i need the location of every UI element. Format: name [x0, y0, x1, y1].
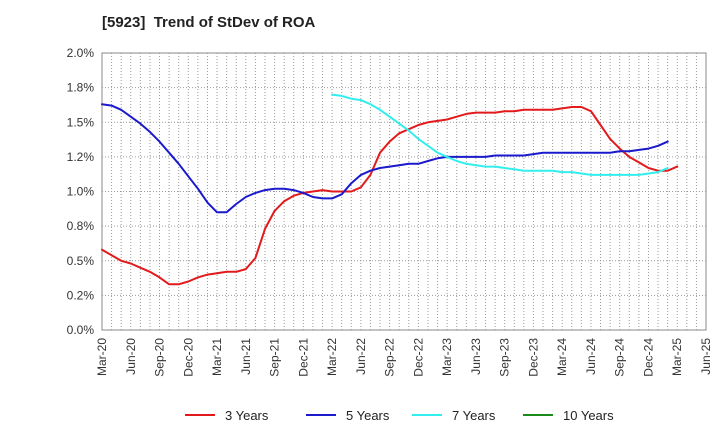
x-tick-label: Jun-20	[124, 338, 138, 375]
legend-item: 3 Years	[185, 404, 268, 426]
series-line-7-years	[331, 93, 669, 176]
x-tick-label: Sep-24	[613, 338, 627, 377]
x-tick-label: Mar-21	[210, 338, 224, 376]
x-tick-label: Dec-24	[641, 338, 655, 377]
x-tick-label: Dec-21	[296, 338, 310, 377]
legend-swatch	[412, 414, 442, 416]
x-tick-label: Mar-24	[555, 338, 569, 376]
x-tick-label: Jun-22	[354, 338, 368, 375]
series-line-3-years	[101, 106, 679, 286]
x-tick-label: Jun-25	[699, 338, 713, 375]
x-tick-label: Jun-24	[584, 338, 598, 375]
y-tick-label: 0.5%	[67, 254, 95, 268]
legend-swatch	[185, 414, 215, 416]
chart-title: [5923] Trend of StDev of ROA	[102, 14, 316, 31]
y-tick-label: 1.5%	[67, 115, 95, 129]
x-tick-label: Mar-25	[670, 338, 684, 376]
series-lines	[101, 93, 679, 286]
plot-area	[101, 52, 707, 331]
x-tick-label: Dec-22	[411, 338, 425, 377]
x-tick-label: Jun-23	[469, 338, 483, 375]
y-tick-label: 1.2%	[67, 150, 95, 164]
x-tick-label: Dec-20	[181, 338, 195, 377]
y-tick-label: 1.0%	[67, 185, 95, 199]
x-tick-label: Sep-22	[383, 338, 397, 377]
x-tick-label: Mar-23	[440, 338, 454, 376]
x-axis: Mar-20 Jun-20 Sep-20 Dec-20 Mar-21 Jun-21 Sep-…	[95, 338, 713, 377]
legend-label: 3 Years	[225, 407, 269, 423]
legend-label: 7 Years	[452, 407, 496, 423]
x-tick-label: Dec-23	[526, 338, 540, 377]
y-axis: 0.0% 0.2% 0.5% 0.8% 1.0% 1.2% 1.5% 1.8% 2.0%	[67, 46, 95, 337]
legend-swatch	[306, 414, 336, 416]
legend-label: 10 Years	[563, 407, 614, 423]
legend-label: 5 Years	[346, 407, 390, 423]
y-tick-label: 0.0%	[67, 323, 95, 337]
x-tick-label: Sep-21	[268, 338, 282, 377]
y-tick-label: 2.0%	[67, 46, 95, 60]
legend-item: 7 Years	[412, 404, 495, 426]
legend-item: 5 Years	[306, 404, 389, 426]
x-tick-label: Mar-22	[325, 338, 339, 376]
x-tick-label: Sep-23	[498, 338, 512, 377]
series-line-5-years	[101, 103, 669, 214]
legend-swatch	[523, 414, 553, 416]
y-tick-label: 1.8%	[67, 81, 95, 95]
x-tick-label: Jun-21	[239, 338, 253, 375]
x-tick-label: Sep-20	[153, 338, 167, 377]
x-tick-label: Mar-20	[95, 338, 109, 376]
y-tick-label: 0.8%	[67, 219, 95, 233]
y-tick-label: 0.2%	[67, 288, 95, 302]
legend-item: 10 Years	[523, 404, 614, 426]
legend: 3 Years 5 Years 7 Years 10 Years	[0, 404, 720, 426]
